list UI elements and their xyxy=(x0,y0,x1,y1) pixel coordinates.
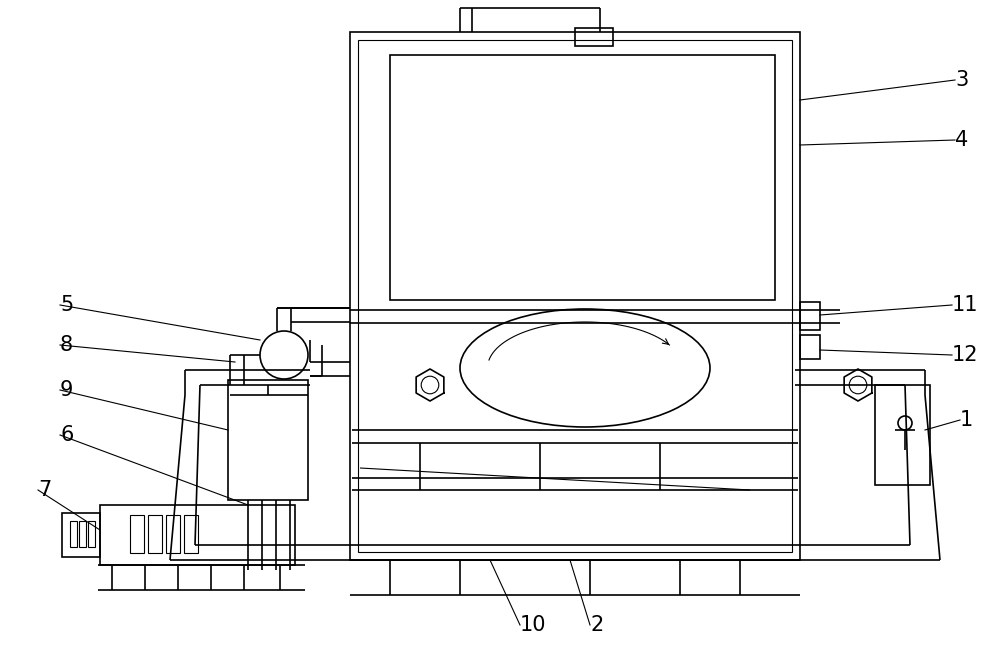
Bar xyxy=(228,380,308,500)
Bar xyxy=(800,335,820,359)
Bar xyxy=(148,515,162,553)
Text: 4: 4 xyxy=(955,130,968,150)
Text: 10: 10 xyxy=(520,615,546,635)
Bar xyxy=(575,28,613,46)
Bar xyxy=(166,515,180,553)
Bar xyxy=(875,385,930,485)
Text: 3: 3 xyxy=(955,70,968,90)
Text: 1: 1 xyxy=(960,410,973,430)
Bar xyxy=(184,515,198,553)
Bar xyxy=(130,515,144,553)
Bar xyxy=(390,55,775,300)
Bar xyxy=(62,513,100,557)
Bar xyxy=(800,302,820,330)
Text: 8: 8 xyxy=(60,335,73,355)
Text: 2: 2 xyxy=(590,615,603,635)
Bar xyxy=(358,40,792,552)
Text: 11: 11 xyxy=(952,295,978,315)
Text: 9: 9 xyxy=(60,380,73,400)
Bar xyxy=(88,521,95,547)
Bar xyxy=(100,505,295,565)
Bar xyxy=(79,521,86,547)
Bar xyxy=(70,521,77,547)
Bar xyxy=(350,32,800,560)
Text: 7: 7 xyxy=(38,480,51,500)
Text: 6: 6 xyxy=(60,425,73,445)
Text: 5: 5 xyxy=(60,295,73,315)
Text: 12: 12 xyxy=(952,345,978,365)
